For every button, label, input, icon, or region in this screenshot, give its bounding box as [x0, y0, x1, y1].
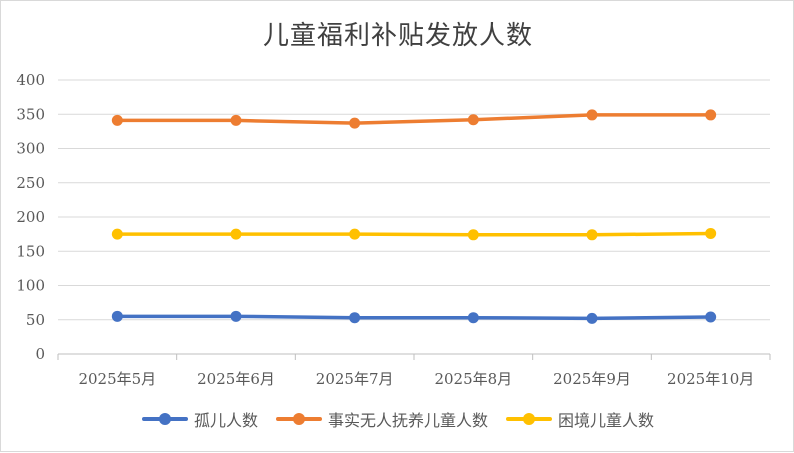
data-point — [705, 227, 717, 239]
data-point — [230, 310, 242, 322]
data-point — [349, 117, 361, 129]
data-point — [586, 229, 598, 241]
data-point — [349, 312, 361, 324]
legend-item: 困境儿童人数 — [506, 407, 654, 431]
legend-marker — [275, 413, 322, 425]
data-point — [111, 310, 123, 322]
y-tick-label: 150 — [16, 242, 45, 260]
y-tick-label: 0 — [35, 345, 45, 363]
data-point — [705, 311, 717, 323]
y-tick-label: 250 — [16, 174, 45, 192]
x-tick-label: 2025年9月 — [553, 370, 631, 388]
data-point — [586, 109, 598, 121]
data-point — [230, 228, 242, 240]
x-tick-label: 2025年5月 — [78, 370, 156, 388]
y-tick-label: 200 — [16, 208, 45, 226]
data-point — [705, 109, 717, 121]
series-3 — [111, 227, 717, 241]
data-point — [467, 114, 479, 126]
y-tick-label: 50 — [26, 311, 45, 329]
x-tick-label: 2025年10月 — [667, 370, 754, 388]
y-tick-label: 350 — [16, 105, 45, 123]
legend-label: 孤儿人数 — [193, 411, 258, 430]
series-1 — [111, 310, 717, 324]
data-point — [111, 228, 123, 240]
legend: 孤儿人数 事实无人抚养儿童人数 困境儿童人数 — [1, 405, 794, 433]
data-point — [467, 312, 479, 324]
series-line — [115, 113, 713, 125]
series-line — [115, 231, 713, 237]
series-2 — [111, 109, 717, 129]
x-tick-label: 2025年7月 — [316, 370, 394, 388]
chart-title: 儿童福利补贴发放人数 — [262, 21, 533, 51]
data-point — [111, 114, 123, 126]
y-tick-label: 300 — [16, 140, 45, 158]
legend-item: 孤儿人数 — [141, 407, 258, 431]
legend-label: 困境儿童人数 — [558, 411, 655, 430]
data-point — [467, 229, 479, 241]
x-tick-label: 2025年8月 — [434, 370, 512, 388]
data-point — [586, 312, 598, 324]
legend-marker — [141, 413, 188, 425]
legend-item: 事实无人抚养儿童人数 — [275, 407, 488, 431]
legend-marker — [506, 413, 552, 425]
data-point — [230, 114, 242, 126]
x-tick-label: 2025年6月 — [197, 370, 275, 388]
legend-label: 事实无人抚养儿童人数 — [327, 411, 488, 430]
y-tick-label: 100 — [16, 277, 45, 295]
y-tick-label: 400 — [16, 71, 45, 89]
data-point — [349, 228, 361, 240]
series-line — [115, 314, 713, 321]
